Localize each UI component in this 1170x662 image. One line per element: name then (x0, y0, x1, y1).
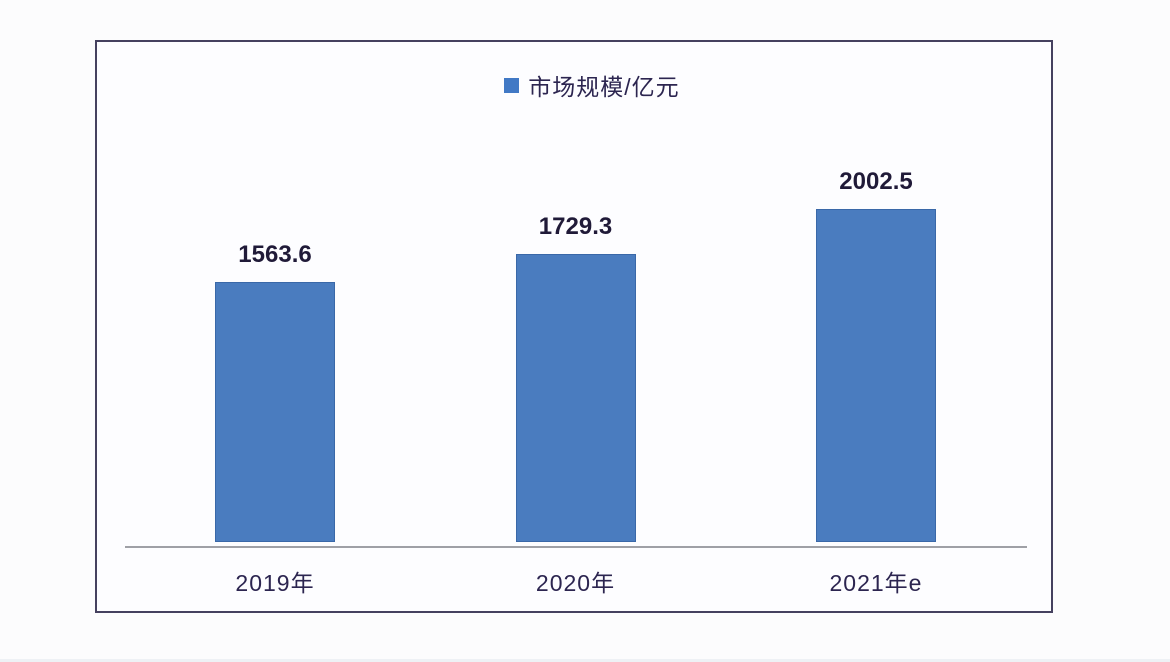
bar-value-label: 1563.6 (238, 241, 312, 268)
x-axis-tick-label: 2021年e (829, 570, 923, 596)
chart-legend: 市场规模/亿元 (115, 68, 1069, 102)
bar (816, 209, 936, 542)
legend-label: 市场规模/亿元 (528, 74, 680, 100)
bar (215, 282, 335, 542)
x-axis-tick-label: 2020年 (535, 570, 616, 596)
chart-panel: 市场规模/亿元 1563.6 2019年 1729.3 2020年 2002.5 2021… (95, 40, 1053, 613)
x-axis-line (125, 546, 1027, 548)
bar-value-label: 1729.3 (538, 213, 613, 240)
plot-area: 1563.6 2019年 1729.3 2020年 2002.5 2021年e (97, 42, 1051, 611)
bar (515, 254, 636, 542)
x-axis-tick-label: 2019年 (235, 570, 315, 596)
legend-swatch-icon (504, 77, 520, 93)
bar-group: 1563.6 (215, 241, 335, 542)
bar-group: 2002.5 (816, 168, 936, 542)
bar-value-label: 2002.5 (839, 168, 913, 195)
page-bottom-edge (0, 659, 1170, 662)
bar-group: 1729.3 (515, 213, 636, 542)
